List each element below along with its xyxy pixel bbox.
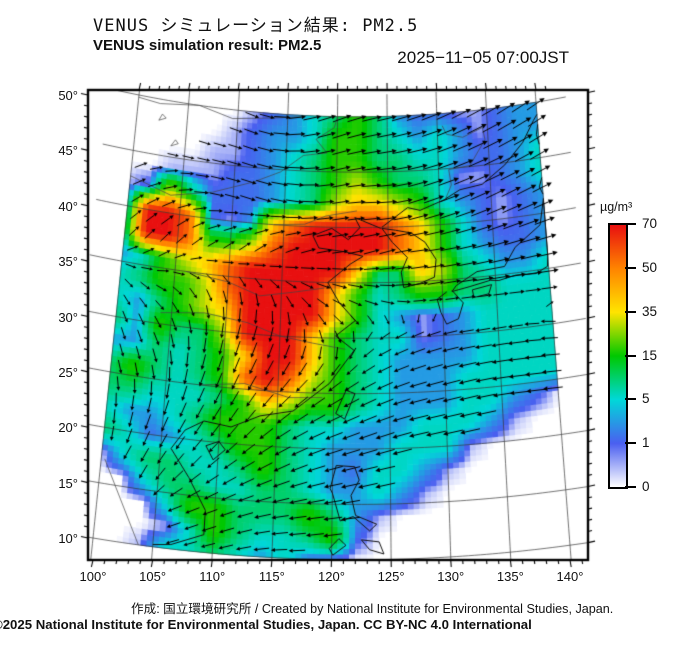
- y-axis-tick-label: 40°: [58, 198, 78, 214]
- colorbar-unit-label: µg/m³: [600, 200, 633, 214]
- colorbar-tick-label: 5: [642, 391, 650, 407]
- x-axis-tick-label: 105°: [139, 569, 167, 584]
- colorbar-tick: [625, 354, 636, 357]
- colorbar-tick-label: 35: [642, 303, 658, 319]
- colorbar-tick: [625, 398, 636, 401]
- x-axis-tick-label: 130°: [437, 569, 465, 584]
- y-axis-tick-label: 15°: [58, 475, 78, 491]
- colorbar-tick-label: 1: [642, 435, 650, 451]
- y-axis-tick-label: 45°: [58, 143, 78, 159]
- x-axis-tick-label: 100°: [79, 569, 107, 584]
- colorbar-tick: [625, 223, 636, 225]
- colorbar-tick: [625, 442, 636, 445]
- colorbar-tick-label: 0: [642, 479, 650, 494]
- x-axis-tick-label: 115°: [258, 569, 285, 584]
- y-axis-tick-label: 30°: [58, 309, 78, 325]
- x-axis-tick-label: 110°: [199, 569, 226, 584]
- y-axis-tick-label: 50°: [58, 88, 78, 103]
- colorbar-tick: [625, 310, 636, 313]
- x-axis-tick-label: 135°: [496, 569, 524, 584]
- y-axis-tick-label: 20°: [58, 420, 78, 436]
- colorbar-tick-label: 15: [642, 347, 658, 363]
- colorbar-tick-label: 50: [642, 259, 658, 275]
- colorbar-tick-label: 70: [642, 216, 658, 231]
- credit-line: 作成: 国立環境研究所 / Created by National Instit…: [131, 602, 614, 616]
- y-axis-tick-label: 35°: [58, 254, 78, 270]
- y-axis-tick-label: 10°: [58, 531, 78, 546]
- y-axis-tick-label: 25°: [58, 364, 78, 380]
- copyright-line: ©2025 National Institute for Environment…: [0, 617, 532, 632]
- x-axis-tick-label: 120°: [318, 569, 345, 584]
- colorbar-tick: [625, 486, 636, 488]
- x-axis-tick-label: 125°: [377, 569, 405, 584]
- x-axis-tick-label: 140°: [556, 569, 584, 584]
- colorbar-tick: [625, 266, 636, 269]
